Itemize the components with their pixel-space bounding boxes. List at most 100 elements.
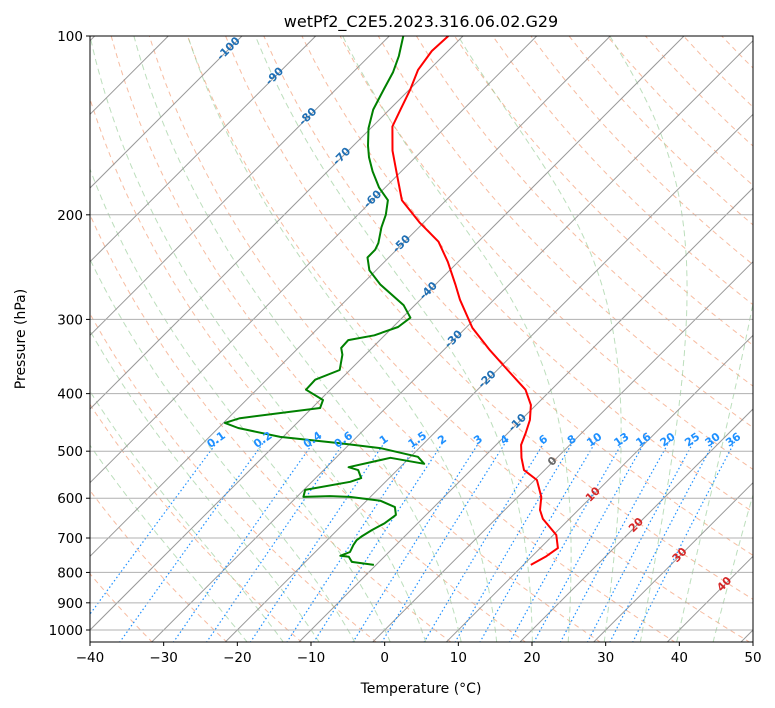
x-tick-label: 50: [744, 650, 761, 666]
x-tick-label: 40: [671, 650, 688, 666]
isotherm-line: [90, 36, 685, 631]
isotherm-label: 30: [670, 545, 690, 565]
mixing-ratio-line: [249, 440, 387, 642]
moist-adiabat-line: [676, 301, 753, 642]
temperature-trace: [391, 36, 559, 566]
isotherm-label: 10: [583, 484, 603, 504]
mixing-ratio-label: 1: [377, 432, 391, 447]
isotherm-line: [298, 187, 753, 642]
dry-adiabat-line: [645, 36, 753, 147]
mixing-ratio-label: 30: [703, 430, 723, 450]
dry-adiabat-line: [90, 403, 303, 642]
dry-adiabat-line: [760, 36, 775, 643]
dry-adiabat-line: [90, 213, 452, 642]
isotherm-label: -100: [214, 34, 243, 63]
moist-adiabat-line: [90, 444, 248, 642]
background-lines: [0, 36, 775, 643]
dry-adiabat-line: [90, 573, 153, 642]
mixing-ratio-label: 36: [723, 430, 743, 450]
dry-adiabat-line: [263, 36, 753, 556]
moist-adiabat-line: [187, 36, 498, 642]
mixing-ratio-line: [313, 440, 445, 642]
mixing-ratio-line: [454, 440, 575, 642]
moist-adiabat-line: [90, 390, 284, 642]
isotherm-line: [519, 408, 753, 642]
mixing-ratio-line: [479, 440, 597, 642]
moist-adiabat-line: [457, 36, 622, 642]
chart-title: wetPf2_C2E5.2023.316.06.02.G29: [284, 12, 558, 32]
moist-adiabat-line: [609, 36, 688, 642]
dry-adiabat-line: [454, 36, 753, 346]
mixing-ratio-line: [509, 440, 625, 642]
mixing-ratio-label: 0.4: [301, 429, 325, 451]
mixing-ratio-label: 2: [435, 432, 449, 447]
dry-adiabat-line: [90, 489, 228, 642]
dry-adiabat-line: [0, 36, 78, 643]
mixing-ratio-line: [206, 440, 346, 642]
x-tick-label: −20: [223, 650, 252, 666]
dry-adiabat-line: [415, 36, 753, 387]
moist-adiabat-line: [90, 329, 320, 642]
mixing-ratio-label: 16: [634, 430, 654, 450]
y-tick-label: 900: [57, 596, 83, 612]
dry-adiabat-line: [301, 36, 753, 513]
moist-adiabat-line: [90, 36, 427, 642]
dry-adiabat-line: [568, 36, 753, 226]
x-tick-label: −40: [76, 650, 105, 666]
isotherm-line: [90, 36, 243, 189]
mixing-ratio-line: [381, 440, 508, 642]
mixing-ratio-line: [119, 440, 266, 642]
plot-frame: [89, 35, 754, 643]
mixing-ratio-label: 13: [612, 430, 632, 449]
isotherm-line: [445, 334, 753, 642]
dry-adiabat-line: [110, 36, 601, 642]
x-axis-label: Temperature (°C): [360, 681, 482, 697]
dry-adiabat-line: [377, 36, 753, 429]
mixing-ratio-label: 6: [536, 432, 550, 447]
isotherm-line: [90, 36, 538, 484]
y-tick-label: 300: [57, 312, 83, 328]
y-tick-label: 700: [57, 531, 83, 547]
mixing-ratio-line: [533, 440, 647, 642]
moist-adiabat-line: [254, 36, 533, 642]
moist-adiabat-line: [90, 167, 391, 642]
mixing-ratio-line: [559, 440, 671, 642]
dewpoint-trace: [223, 36, 426, 566]
y-tick-label: 400: [57, 387, 83, 403]
dry-adiabat-line: [148, 36, 676, 642]
dry-adiabat-line: [339, 36, 753, 471]
mixing-ratio-line: [586, 440, 695, 642]
mixing-ratio-line: [632, 440, 736, 642]
dry-adiabat-line: [187, 36, 751, 642]
y-tick-label: 200: [57, 208, 83, 224]
moist-adiabat-line: [90, 258, 356, 642]
mixing-ratio-line: [609, 440, 716, 642]
pressure-gridlines: [90, 35, 753, 631]
x-tick-label: −10: [297, 650, 326, 666]
isotherm-line: [371, 260, 753, 642]
moist-adiabat-line: [342, 36, 572, 642]
isotherm-line: [224, 113, 753, 642]
y-tick-label: 500: [57, 444, 83, 460]
isotherm-label: 20: [626, 515, 646, 535]
mixing-ratio-line: [423, 440, 546, 642]
isotherm-label: -50: [390, 232, 413, 255]
line-labels: 0.1 0.2 0.4 0.6 1 1.5 2 3 4 6 8 10 13 16 20 25 30 36-100-…: [204, 34, 743, 594]
x-tick-label: 30: [597, 650, 614, 666]
mixing-ratio-label: 25: [682, 430, 702, 449]
isotherm-label: -40: [417, 279, 440, 302]
x-tick-label: 20: [523, 650, 540, 666]
isotherm-line: [150, 39, 753, 642]
dry-adiabat-line: [492, 36, 753, 306]
moist-adiabat-line: [712, 493, 753, 642]
isotherm-label: -30: [442, 327, 465, 350]
dry-adiabat-line: [90, 312, 377, 642]
mixing-ratio-line: [172, 440, 316, 642]
y-axis-label: Pressure (hPa): [13, 289, 29, 389]
isotherm-label: -20: [475, 367, 498, 390]
isotherm-line: [90, 36, 611, 558]
moist-adiabat-line: [133, 36, 462, 642]
